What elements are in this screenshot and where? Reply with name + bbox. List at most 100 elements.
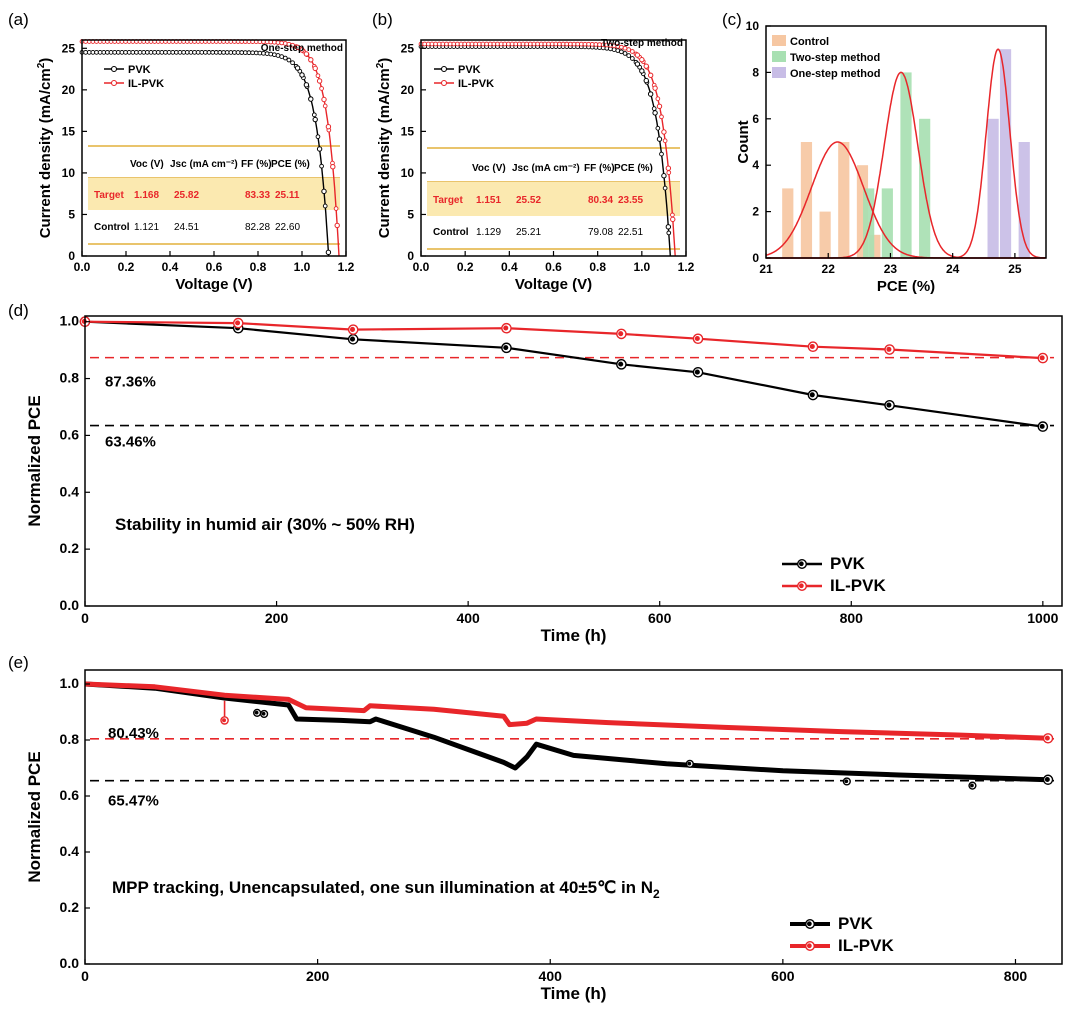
table-cell: 80.34: [588, 195, 613, 206]
y-axis-label-main: Current density (mA/cm: [37, 68, 54, 238]
data-point: [661, 129, 667, 135]
data-point: [286, 57, 292, 63]
data-point: [321, 96, 327, 103]
table-header: Jsc (mA cm⁻²): [512, 163, 580, 174]
y-tick-label: 15: [62, 124, 76, 138]
data-point: [659, 151, 664, 157]
data-point: [308, 57, 314, 63]
x-tick-label: 1.0: [633, 260, 650, 274]
table-cell: 25.82: [174, 190, 199, 201]
legend-label: PVK: [830, 554, 866, 573]
y-tick-label: 0.6: [60, 426, 80, 442]
y-tick-label: 10: [401, 166, 415, 180]
table-header: Voc (V): [472, 163, 506, 174]
data-point-fill: [1044, 735, 1050, 741]
panel-label: (e): [8, 653, 29, 672]
y-axis-label-tail: ): [376, 58, 393, 63]
panel-label: (b): [372, 10, 393, 29]
series-markers-il-pvk: [79, 316, 1049, 364]
table-row-label: Target: [433, 195, 463, 206]
table-cell: 79.08: [588, 227, 613, 238]
panel-b: (b) Voc (V) Jsc (mA cm⁻²) FF (%) PCE (%) Targ…: [372, 10, 695, 293]
data-point: [655, 96, 661, 102]
outlier-point-fill: [261, 711, 266, 716]
y-tick-label: 0.0: [60, 597, 80, 613]
panel-e: (e) 80.43% 65.47% 0 200 400 600 800 0.0 0.2 0.4 0.6…: [8, 653, 1063, 1003]
legend: PVK IL-PVK: [790, 914, 894, 955]
data-point: [334, 222, 340, 229]
x-axis-label: Voltage (V): [175, 276, 252, 293]
series-markers-pvk: [79, 50, 332, 256]
table-cell: 83.33: [245, 190, 270, 201]
y-axis-label: Current density (mA/cm2): [375, 58, 393, 239]
y-tick-label: 8: [752, 65, 759, 79]
y-tick-label: 0.2: [60, 899, 80, 915]
series-markers-il-pvk: [418, 41, 676, 223]
data-point: [322, 203, 328, 209]
data-point-fill: [694, 335, 700, 342]
data-point-fill: [694, 369, 700, 375]
legend: Control Two-step method One-step method: [772, 35, 880, 80]
table-cell: 1.168: [134, 190, 159, 201]
reference-label-il-pvk: 80.43%: [108, 725, 159, 742]
y-axis-label-superscript: 2: [36, 62, 47, 68]
x-tick-label: 400: [539, 968, 563, 984]
y-tick-label: 0: [752, 251, 759, 265]
y-tick-label: 0.2: [60, 540, 80, 556]
legend-marker: [440, 79, 448, 87]
data-point: [303, 82, 310, 88]
data-point: [322, 103, 328, 109]
legend-swatch: [772, 67, 786, 78]
data-point: [643, 77, 649, 84]
legend-label: Control: [790, 36, 829, 48]
table-cell: 23.55: [618, 195, 643, 206]
legend: PVK IL-PVK: [782, 554, 886, 595]
data-point: [303, 51, 310, 57]
legend-marker: [110, 79, 118, 87]
data-point: [670, 212, 675, 218]
data-point: [629, 49, 635, 54]
x-tick-label: 0.4: [501, 260, 518, 274]
y-tick-label: 15: [401, 124, 415, 138]
x-tick-label: 600: [648, 610, 672, 626]
legend-marker-fill: [798, 583, 804, 589]
data-point: [665, 224, 672, 230]
data-point: [659, 114, 664, 120]
data-point: [299, 47, 305, 53]
data-point-fill: [809, 392, 815, 398]
data-point: [325, 124, 332, 130]
y-tick-label: 0: [407, 249, 414, 263]
table-cell: 25.21: [516, 227, 541, 238]
data-point: [619, 49, 624, 55]
x-tick-label: 0.8: [250, 260, 267, 274]
data-point: [294, 65, 301, 71]
legend: PVK IL-PVK: [104, 64, 164, 90]
y-axis-label: Current density (mA/cm2): [36, 58, 54, 239]
legend: PVK IL-PVK: [434, 64, 494, 90]
x-tick-label: 1.2: [338, 260, 355, 274]
panel-label: (d): [8, 301, 29, 320]
x-axis-label: PCE (%): [877, 278, 935, 295]
table-cell: 1.121: [134, 222, 159, 233]
panel-label: (c): [722, 10, 742, 29]
data-point: [626, 47, 632, 52]
legend-marker-fill: [806, 943, 812, 949]
y-axis-label: Normalized PCE: [25, 395, 44, 526]
table-cell: 22.60: [275, 222, 300, 233]
table-header: FF (%): [584, 163, 615, 174]
y-tick-label: 0.8: [60, 731, 80, 747]
table-cell: 82.28: [245, 222, 270, 233]
mpp-annotation-subscript: 2: [653, 887, 660, 901]
x-tick-label: 0: [81, 610, 89, 626]
y-tick-label: 25: [401, 41, 415, 55]
legend-label: IL-PVK: [458, 78, 494, 90]
data-point: [330, 163, 336, 170]
y-tick-label: 0.6: [60, 787, 80, 803]
data-point: [662, 185, 668, 191]
table-highlight-row: [88, 178, 340, 210]
x-tick-label: 200: [265, 610, 289, 626]
data-point: [662, 138, 668, 144]
table-highlight-row: [427, 182, 680, 216]
data-point: [639, 68, 645, 74]
